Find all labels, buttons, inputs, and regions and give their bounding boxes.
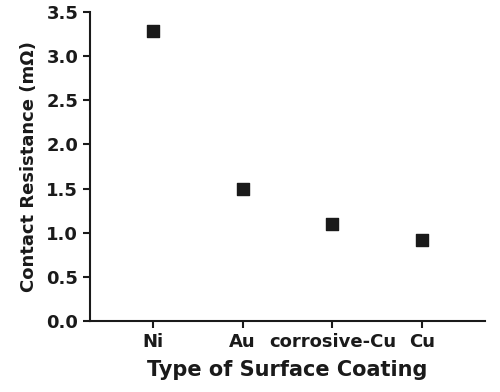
Point [328,221,336,227]
Point [418,237,426,243]
Y-axis label: Contact Resistance (mΩ): Contact Resistance (mΩ) [20,41,38,292]
X-axis label: Type of Surface Coating: Type of Surface Coating [148,359,428,379]
Point [149,28,157,34]
Point [238,185,246,192]
